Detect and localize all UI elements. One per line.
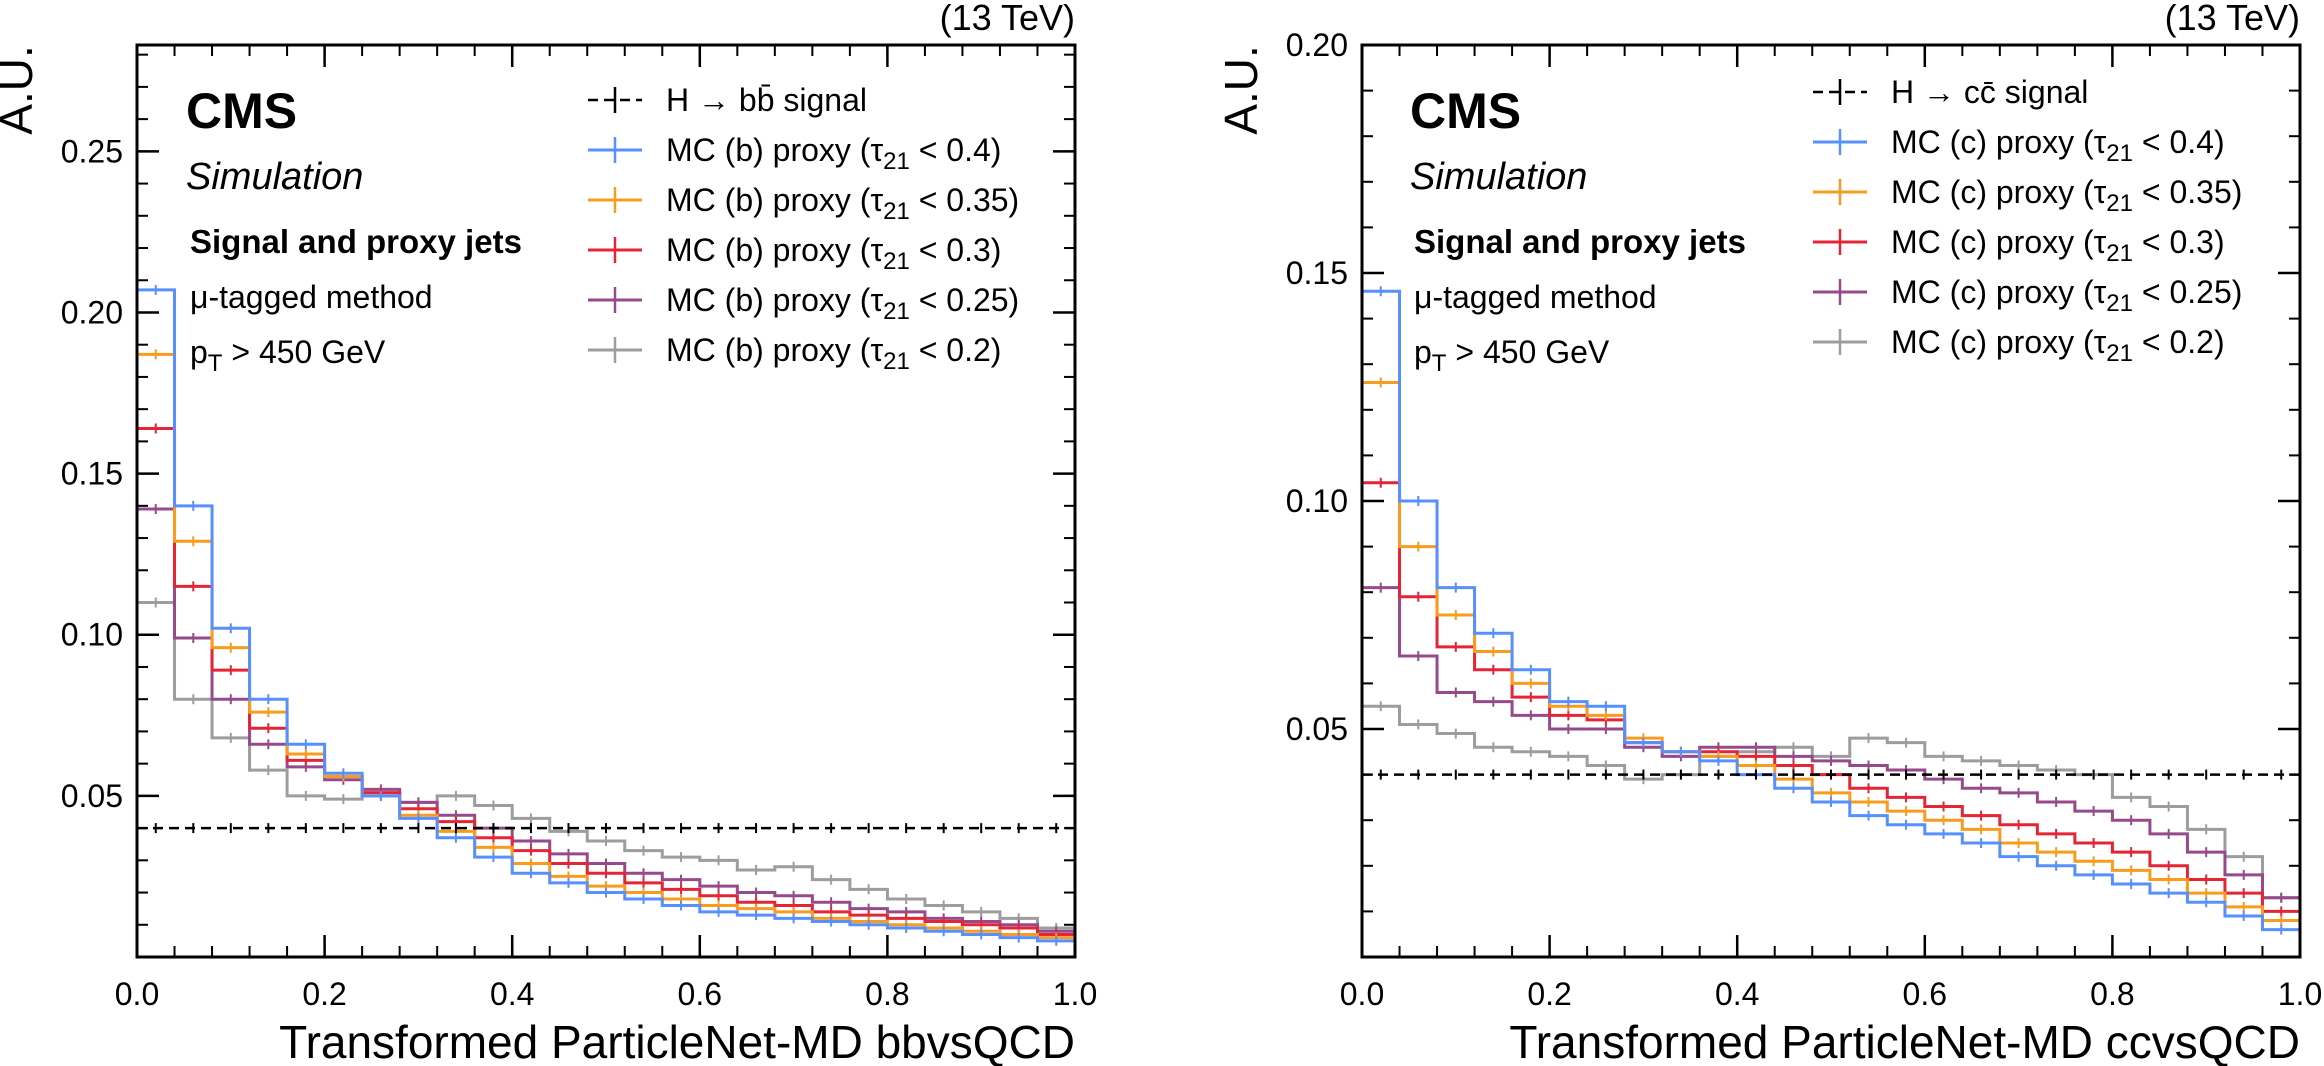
y-tick-label: 0.25 [61, 133, 123, 169]
x-tick-label: 1.0 [1053, 976, 1097, 1012]
info-title: Signal and proxy jets [190, 223, 522, 260]
legend-entry-tau04: MC (b) proxy (τ21 < 0.4) [588, 132, 1001, 175]
legend-entry-tau04: MC (c) proxy (τ21 < 0.4) [1813, 124, 2225, 167]
legend-label: MC (b) proxy (τ21 < 0.35) [666, 182, 1019, 225]
legend-label: MC (c) proxy (τ21 < 0.35) [1891, 174, 2242, 217]
legend-entry-signal: H → bb̄ signal [588, 82, 867, 118]
legend-entry-signal: H → cc̄ signal [1813, 74, 2088, 110]
series-tau03 [1362, 477, 2300, 917]
axis-ticks: 0.0 0.2 0.4 0.6 0.8 1.0 0.05 0.10 0.15 0.20 [1286, 27, 2323, 1012]
info-title: Signal and proxy jets [1414, 223, 1746, 260]
legend-label: MC (c) proxy (τ21 < 0.25) [1891, 274, 2242, 317]
series-tau03 [137, 423, 1075, 940]
y-axis-label: A.U. [0, 45, 42, 134]
legend-entry-tau025: MC (b) proxy (τ21 < 0.25) [588, 282, 1019, 325]
series-tau035 [137, 349, 1075, 943]
x-tick-label: 0.4 [1715, 976, 1759, 1012]
plot-frame [1360, 43, 2302, 959]
x-tick-label: 0.0 [115, 976, 159, 1012]
axis-ticks: 0.0 0.2 0.4 0.6 0.8 1.0 0.05 0.10 0.15 0.20 0.25 [61, 45, 1097, 1012]
legend-label: MC (c) proxy (τ21 < 0.4) [1891, 124, 2225, 167]
series-tau04 [1362, 286, 2300, 935]
series-line [1362, 586, 2300, 900]
y-tick-label: 0.05 [1286, 711, 1348, 747]
legend-label: MC (b) proxy (τ21 < 0.3) [666, 232, 1001, 275]
y-tick-label: 0.20 [61, 294, 123, 330]
x-tick-label: 0.0 [1340, 976, 1384, 1012]
legend: H → cc̄ signal MC (c) proxy (τ21 < 0.4) MC… [1813, 74, 2242, 367]
series-tau035 [1362, 377, 2300, 926]
x-tick-label: 0.8 [2090, 976, 2134, 1012]
left-panel: (13 TeV) A.U. Transformed ParticleNet-MD… [0, 0, 1097, 1066]
legend-label: MC (b) proxy (τ21 < 0.2) [666, 332, 1001, 375]
series-signal [1362, 769, 2300, 780]
x-axis-label: Transformed ParticleNet-MD ccvsQCD [1509, 1016, 2300, 1066]
legend-label: MC (b) proxy (τ21 < 0.25) [666, 282, 1019, 325]
info-method: μ-tagged method [190, 279, 433, 315]
legend-label: H → bb̄ signal [666, 82, 867, 118]
y-tick-label: 0.15 [1286, 255, 1348, 291]
y-tick-label: 0.20 [1286, 27, 1348, 63]
legend-entry-tau02: MC (b) proxy (τ21 < 0.2) [588, 332, 1001, 375]
x-tick-label: 0.6 [1903, 976, 1947, 1012]
legend-entry-tau02: MC (c) proxy (τ21 < 0.2) [1813, 324, 2225, 367]
legend-label: MC (c) proxy (τ21 < 0.2) [1891, 324, 2225, 367]
y-tick-label: 0.10 [61, 617, 123, 653]
series-signal [137, 823, 1075, 834]
series-layer [1362, 286, 2300, 935]
y-tick-label: 0.05 [61, 778, 123, 814]
x-tick-label: 1.0 [2278, 976, 2322, 1012]
x-tick-label: 0.2 [1527, 976, 1571, 1012]
legend-entry-tau035: MC (c) proxy (τ21 < 0.35) [1813, 174, 2242, 217]
energy-label: (13 TeV) [2165, 0, 2300, 38]
info-pt-cut: pT > 450 GeV [1414, 334, 1610, 377]
x-tick-label: 0.4 [490, 976, 534, 1012]
legend: H → bb̄ signal MC (b) proxy (τ21 < 0.4) MC… [588, 82, 1019, 375]
series-tau025 [1362, 582, 2300, 903]
cms-label: CMS [186, 83, 297, 139]
y-axis-label: A.U. [1215, 45, 1267, 134]
series-layer [137, 284, 1075, 946]
series-line [1362, 380, 2300, 923]
plot-area: 0.0 0.2 0.4 0.6 0.8 1.0 0.05 0.10 0.15 0.20 [1286, 27, 2323, 1012]
simulation-label: Simulation [1410, 156, 1587, 198]
legend-entry-tau03: MC (b) proxy (τ21 < 0.3) [588, 232, 1001, 275]
legend-label: H → cc̄ signal [1891, 74, 2088, 110]
simulation-label: Simulation [186, 156, 363, 198]
cms-label: CMS [1410, 83, 1521, 139]
info-pt-cut: pT > 450 GeV [190, 334, 386, 377]
legend-entry-tau035: MC (b) proxy (τ21 < 0.35) [588, 182, 1019, 225]
series-line [137, 352, 1075, 940]
x-axis-label: Transformed ParticleNet-MD bbvsQCD [279, 1016, 1075, 1066]
x-tick-label: 0.2 [302, 976, 346, 1012]
legend-entry-tau025: MC (c) proxy (τ21 < 0.25) [1813, 274, 2242, 317]
x-tick-label: 0.6 [678, 976, 722, 1012]
series-line [137, 601, 1075, 930]
energy-label: (13 TeV) [940, 0, 1075, 38]
x-tick-label: 0.8 [865, 976, 909, 1012]
series-tau04 [137, 284, 1075, 946]
series-line [1362, 481, 2300, 913]
info-method: μ-tagged method [1414, 279, 1657, 315]
y-tick-label: 0.10 [1286, 483, 1348, 519]
legend-label: MC (b) proxy (τ21 < 0.4) [666, 132, 1001, 175]
legend-label: MC (c) proxy (τ21 < 0.3) [1891, 224, 2225, 267]
y-tick-label: 0.15 [61, 456, 123, 492]
plot-frame [135, 43, 1077, 959]
right-panel: (13 TeV) A.U. Transformed ParticleNet-MD… [1215, 0, 2322, 1066]
plot-area: 0.0 0.2 0.4 0.6 0.8 1.0 0.05 0.10 0.15 0.20 0.25 [61, 43, 1097, 1012]
legend-entry-tau03: MC (c) proxy (τ21 < 0.3) [1813, 224, 2225, 267]
